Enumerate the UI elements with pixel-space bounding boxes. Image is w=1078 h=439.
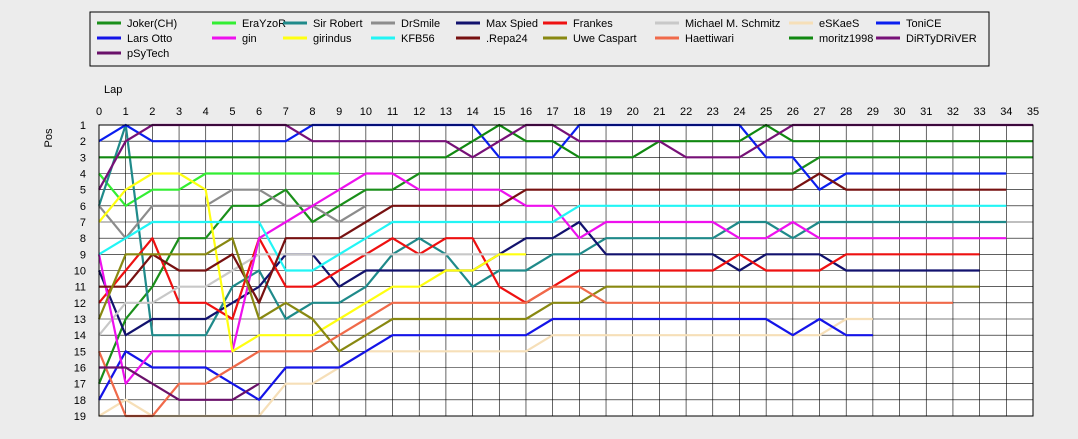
- series-line-6: [98, 253, 500, 336]
- x-tick-label-18: 18: [573, 106, 585, 118]
- x-tick-label-31: 31: [920, 106, 932, 118]
- legend-label-9: Lars Otto: [127, 33, 172, 45]
- legend-label-16: moritz1998: [819, 33, 873, 45]
- plot-area: 0 1 2 3 4 5 6 7 8 9 10 11 12 13 14 15 16 17 18 19 20 21 22 23 24…: [74, 106, 1039, 423]
- y-tick-label-5: 6: [80, 201, 86, 213]
- y-tick-label-12: 13: [74, 314, 86, 326]
- x-tick-label-6: 6: [256, 106, 262, 118]
- y-tick-label-4: 5: [80, 185, 86, 197]
- x-tick-label-32: 32: [947, 106, 959, 118]
- x-tick-label-12: 12: [413, 106, 425, 118]
- legend-label-3: DrSmile: [401, 18, 440, 30]
- series-lines: [97, 123, 1033, 418]
- y-tick-label-0: 1: [80, 120, 86, 132]
- y-tick-label-17: 18: [74, 395, 86, 407]
- y-tick-label-10: 11: [75, 282, 86, 294]
- plot-border: [98, 124, 1034, 417]
- legend-label-0: Joker(CH): [127, 18, 177, 30]
- series-line-3: [98, 188, 367, 240]
- x-tick-label-17: 17: [547, 106, 559, 118]
- y-tick-label-1: 2: [80, 136, 86, 148]
- legend-label-15: Haettiwari: [685, 33, 734, 45]
- legend-label-2: Sir Robert: [313, 18, 363, 30]
- x-tick-label-28: 28: [840, 106, 852, 118]
- x-tick-label-29: 29: [867, 106, 879, 118]
- legend-label-7: eSKaeS: [819, 18, 859, 30]
- x-tick-label-8: 8: [309, 106, 315, 118]
- legend-label-18: pSyTech: [127, 48, 169, 60]
- legend-label-14: Uwe Caspart: [573, 33, 637, 45]
- x-tick-label-2: 2: [149, 106, 155, 118]
- legend: Joker(CH) EraYzoR Sir Robert DrSmile Max Spi…: [89, 11, 990, 67]
- x-tick-label-23: 23: [707, 106, 719, 118]
- y-tick-label-11: 12: [74, 298, 86, 310]
- legend-label-12: KFB56: [401, 33, 435, 45]
- series-line-14: [97, 237, 980, 353]
- x-tick-label-35: 35: [1027, 106, 1039, 118]
- x-tick-label-15: 15: [493, 106, 505, 118]
- y-tick-label-15: 16: [74, 363, 86, 375]
- legend-label-4: Max Spied: [486, 18, 538, 30]
- x-tick-labels: 0 1 2 3 4 5 6 7 8 9 10 11 12 13 14 15 16 17 18 19 20 21 22 23 24…: [96, 106, 1039, 118]
- x-tick-label-21: 21: [653, 106, 665, 118]
- y-tick-label-7: 8: [80, 233, 86, 245]
- x-tick-label-22: 22: [680, 106, 692, 118]
- x-tick-label-30: 30: [893, 106, 905, 118]
- series-line-15: [97, 285, 953, 418]
- x-tick-label-25: 25: [760, 106, 772, 118]
- x-tick-label-9: 9: [336, 106, 342, 118]
- legend-label-1: EraYzoR: [242, 18, 286, 30]
- x-tick-label-13: 13: [440, 106, 452, 118]
- legend-label-10: gin: [242, 33, 257, 45]
- x-tick-label-14: 14: [466, 106, 478, 118]
- x-tick-label-26: 26: [787, 106, 799, 118]
- x-tick-label-16: 16: [520, 106, 532, 118]
- series-line-16: [99, 123, 1033, 159]
- series-line-11: [98, 172, 526, 353]
- series-line-9: [98, 317, 873, 401]
- series-line-18: [99, 366, 260, 401]
- x-tick-label-19: 19: [600, 106, 612, 118]
- y-tick-label-14: 15: [74, 346, 86, 358]
- x-tick-label-27: 27: [813, 106, 825, 118]
- x-tick-label-4: 4: [203, 106, 209, 118]
- y-tick-label-2: 3: [80, 152, 86, 164]
- series-line-0: [97, 156, 1033, 385]
- x-tick-label-5: 5: [229, 106, 235, 118]
- series-line-10: [97, 172, 1007, 385]
- x-tick-label-7: 7: [283, 106, 289, 118]
- x-tick-label-0: 0: [96, 106, 102, 118]
- x-tick-label-33: 33: [974, 106, 986, 118]
- x-tick-label-20: 20: [627, 106, 639, 118]
- series-line-8: [98, 123, 1007, 191]
- series-line-13: [99, 172, 1007, 304]
- x-axis-label: Lap: [104, 84, 122, 96]
- legend-label-13: .Repa24: [486, 33, 528, 45]
- x-tick-label-3: 3: [176, 106, 182, 118]
- x-tick-label-34: 34: [1000, 106, 1012, 118]
- y-tick-label-6: 7: [80, 217, 86, 229]
- x-tick-label-1: 1: [123, 106, 129, 118]
- x-tick-label-24: 24: [733, 106, 745, 118]
- y-axis-label: Pos: [43, 128, 55, 147]
- legend-label-5: Frankes: [573, 18, 613, 30]
- y-tick-label-9: 10: [74, 266, 86, 278]
- x-tick-label-10: 10: [360, 106, 372, 118]
- legend-label-11: girindus: [313, 33, 352, 45]
- legend-label-6: Michael M. Schmitz: [685, 18, 780, 30]
- y-tick-label-16: 17: [74, 379, 86, 391]
- legend-box: [89, 11, 990, 67]
- series-line-1: [98, 172, 340, 207]
- legend-label-17: DiRTyDRiVER: [906, 33, 977, 45]
- y-tick-label-3: 4: [80, 169, 86, 181]
- x-tick-label-11: 11: [387, 106, 398, 118]
- legend-label-8: ToniCE: [906, 18, 941, 30]
- series-line-12: [98, 204, 1007, 272]
- y-tick-label-18: 19: [74, 411, 86, 423]
- y-tick-label-8: 9: [80, 249, 86, 261]
- y-tick-label-13: 14: [74, 330, 86, 342]
